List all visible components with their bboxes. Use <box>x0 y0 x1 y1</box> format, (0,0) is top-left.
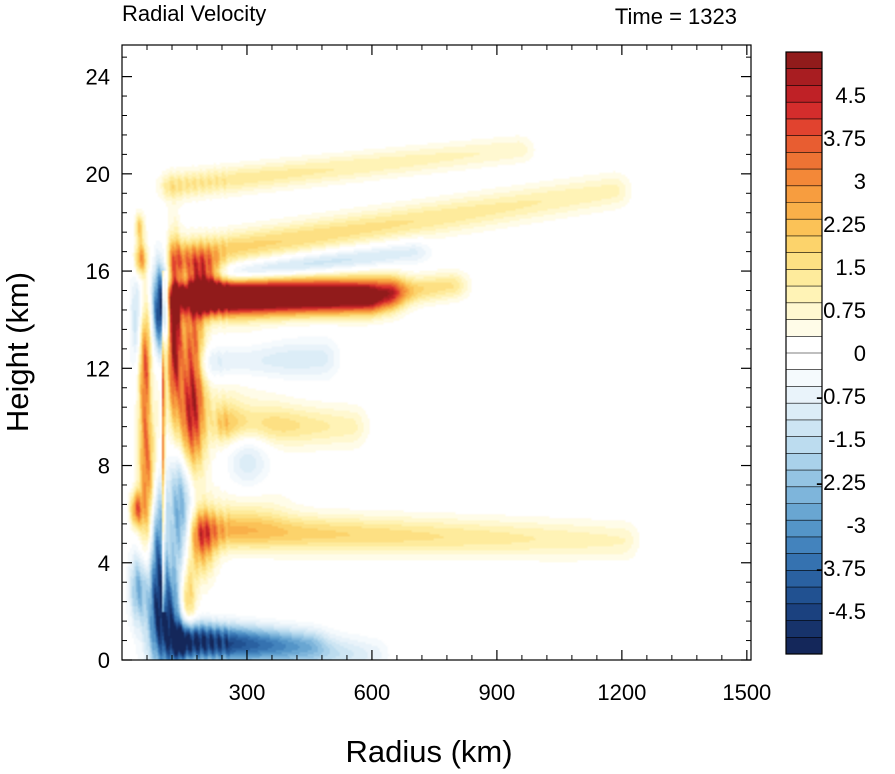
plot-frame <box>121 44 752 661</box>
x-axis-label: Radius (km) <box>345 734 512 769</box>
colorbar-label: -0.75 <box>816 384 866 409</box>
colorbar-swatch <box>786 520 822 538</box>
colorbar-swatch <box>786 336 822 354</box>
colorbar-swatch <box>786 169 822 187</box>
colorbar-swatch <box>786 85 822 103</box>
colorbar-swatch <box>786 152 822 170</box>
x-tick-label: 300 <box>229 680 266 705</box>
colorbar-label: 1.5 <box>835 255 866 280</box>
colorbar-label: -4.5 <box>828 599 866 624</box>
y-tick-label: 20 <box>86 162 110 187</box>
colorbar-label: -2.25 <box>816 470 866 495</box>
colorbar-label: -3 <box>846 513 866 538</box>
colorbar-swatch <box>786 453 822 471</box>
colorbar-swatch <box>786 118 822 137</box>
heatmap-field <box>122 45 751 660</box>
colorbar-swatch <box>786 386 822 404</box>
colorbar-swatch <box>786 252 822 270</box>
colorbar-label: 3 <box>854 169 866 194</box>
colorbar-label: 0 <box>854 341 866 366</box>
colorbar-label: 0.75 <box>823 298 866 323</box>
colorbar-swatch <box>786 503 822 521</box>
colorbar-swatch <box>786 353 822 371</box>
colorbar-label: 3.75 <box>823 126 866 151</box>
x-tick-label: 600 <box>354 680 391 705</box>
colorbar-label: 4.5 <box>835 83 866 108</box>
colorbar-swatch <box>786 570 822 588</box>
colorbar-frame <box>785 51 823 655</box>
chart-subtitle: Time = 1323 <box>615 4 737 29</box>
y-tick-label: 0 <box>98 648 110 673</box>
y-tick-label: 12 <box>86 356 110 381</box>
colorbar-swatch <box>786 269 822 287</box>
colorbar-swatch <box>786 185 822 203</box>
x-axis: 300 600 900 1200 1500 <box>229 45 771 705</box>
x-tick-label: 1500 <box>722 680 771 705</box>
colorbar-label: -1.5 <box>828 427 866 452</box>
heatmap-raster <box>122 45 751 660</box>
colorbar-swatch <box>786 102 822 120</box>
colorbar-swatch <box>786 470 822 488</box>
colorbar-swatch <box>786 603 822 622</box>
colorbar-labels: 4.5 3.75 3 2.25 1.5 0.75 0 -0.75 -1.5 -2.25 -3 -3.7… <box>816 83 866 624</box>
colorbar-label: 2.25 <box>823 212 866 237</box>
x-tick-label: 900 <box>479 680 516 705</box>
colorbar-label: -3.75 <box>816 556 866 581</box>
y-axis: 0 4 8 12 16 20 24 <box>86 65 751 673</box>
x-tick-label: 1200 <box>597 680 646 705</box>
colorbar-swatch <box>786 302 822 321</box>
colorbar-swatch <box>786 52 822 70</box>
colorbar-swatch <box>786 219 822 237</box>
colorbar-swatch <box>786 135 822 153</box>
colorbar-swatch <box>786 536 822 555</box>
colorbar-swatch <box>786 68 822 86</box>
y-tick-label: 4 <box>98 551 110 576</box>
colorbar-swatch <box>786 403 822 421</box>
minor-ticks <box>122 45 751 660</box>
colorbar-swatch <box>786 202 822 220</box>
colorbar-swatch <box>786 553 822 571</box>
y-tick-label: 16 <box>86 259 110 284</box>
colorbar-swatch <box>786 235 822 254</box>
colorbar-swatch <box>786 436 822 454</box>
colorbar-swatch <box>786 486 822 504</box>
chart-title: Radial Velocity <box>122 1 266 26</box>
colorbar-swatch <box>786 637 822 655</box>
y-axis-label: Height (km) <box>0 272 35 432</box>
colorbar-swatch <box>786 319 822 337</box>
colorbar-swatch <box>786 286 822 304</box>
colorbar-swatch <box>786 419 822 438</box>
colorbar-swatch <box>786 369 822 387</box>
colorbar-swatch <box>786 587 822 605</box>
y-tick-label: 8 <box>98 454 110 479</box>
colorbar-swatch <box>786 620 822 638</box>
y-tick-label: 24 <box>86 65 110 90</box>
colorbar <box>785 51 823 655</box>
